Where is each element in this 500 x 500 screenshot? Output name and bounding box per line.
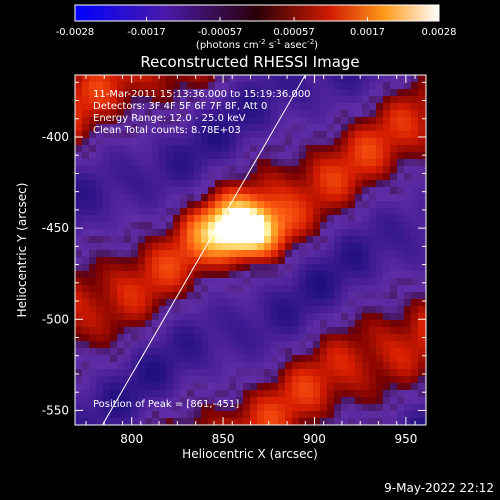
x-tick-label: 850	[212, 432, 235, 446]
x-tick-label: 950	[394, 432, 417, 446]
annotation-energy: Energy Range: 12.0 - 25.0 keV	[93, 113, 246, 124]
y-tick-label: -500	[42, 312, 69, 326]
colorbar: -0.0028 -0.0017 -0.00057 0.00057 0.0017 0.002…	[56, 4, 457, 51]
colorbar-unit: (photons cm-2 s-1 asec-2)	[196, 38, 318, 51]
footer-date: 9-May-2022 22:12	[384, 481, 494, 495]
colorbar-tick-label: 0.0017	[350, 27, 385, 38]
y-tick-label: -450	[42, 221, 69, 235]
colorbar-tick-label: -0.0017	[127, 27, 166, 38]
annotation-time: 11-Mar-2011 15:13:36.000 to 15:19:36.000	[93, 89, 311, 100]
colorbar-gradient	[74, 4, 440, 22]
limb-line	[101, 75, 306, 425]
colorbar-tick-label: 0.0028	[422, 27, 457, 38]
x-axis-label: Heliocentric X (arcsec)	[182, 447, 318, 461]
plot-image	[75, 75, 426, 425]
y-tick-label: -550	[42, 403, 69, 417]
y-axis-label: Heliocentric Y (arcsec)	[15, 183, 29, 318]
colorbar-tick-label: -0.00057	[197, 27, 242, 38]
heatmap-canvas	[75, 75, 426, 425]
chart-title: Reconstructed RHESSI Image	[140, 53, 359, 71]
y-tick-label: -400	[42, 130, 69, 144]
x-tick-label: 800	[120, 432, 143, 446]
x-tick-label: 900	[303, 432, 326, 446]
colorbar-tick-label: 0.00057	[273, 27, 314, 38]
colorbar-ticks: -0.0028 -0.0017 -0.00057 0.00057 0.0017 0.002…	[56, 17, 457, 38]
annotations: 11-Mar-2011 15:13:36.000 to 15:19:36.000…	[93, 89, 311, 410]
annotation-counts: Clean Total counts: 8.78E+03	[93, 125, 241, 136]
peak-position-label: Position of Peak = [861,-451]	[93, 399, 239, 410]
colorbar-tick-label: -0.0028	[56, 27, 95, 38]
annotation-detectors: Detectors: 3F 4F 5F 6F 7F 8F, Att 0	[93, 101, 267, 112]
axis-ticks: 800 850 900 950 -400 -450 -500 -550	[42, 75, 426, 446]
